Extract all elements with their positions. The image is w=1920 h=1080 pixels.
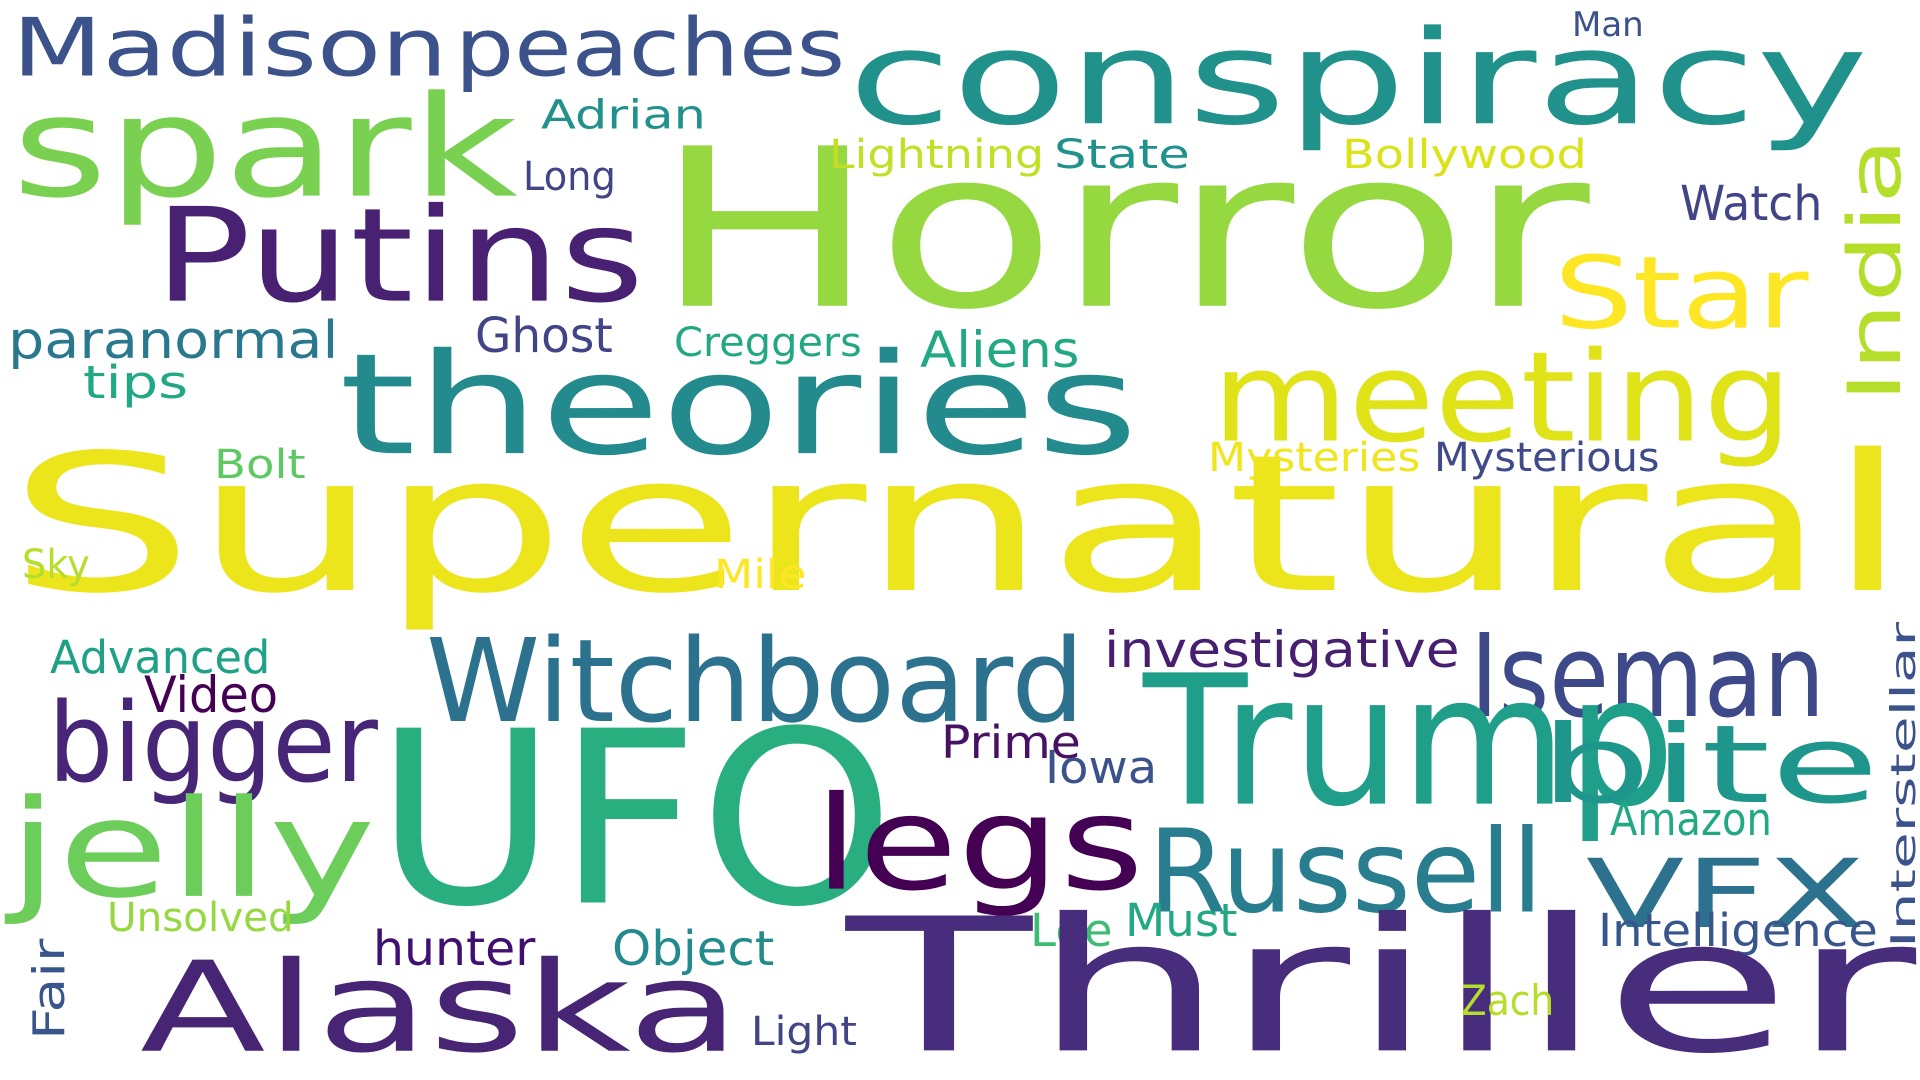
word-amazon: Amazon (1610, 793, 1772, 846)
word-object: Object (612, 921, 775, 977)
word-fair: Fair (24, 938, 75, 1040)
word-madison: Madison (12, 0, 448, 95)
word-man: Man (1572, 5, 1644, 45)
word-creggers: Creggers (674, 320, 862, 366)
word-bolt: Bolt (214, 442, 306, 488)
word-video: Video (144, 666, 279, 724)
word-trump: Trump (1143, 636, 1676, 847)
word-bigger: bigger (48, 679, 378, 807)
word-legs: legs (814, 768, 1144, 921)
word-tips: tips (83, 356, 189, 409)
word-conspiracy: conspiracy (848, 3, 1869, 155)
word-zach: Zach (1461, 976, 1555, 1025)
word-vfx: VFX (1586, 840, 1866, 950)
word-mysterious: Mysterious (1434, 435, 1660, 481)
word-mile: Mile (714, 552, 807, 598)
word-state: State (1054, 132, 1190, 178)
word-mysteries: Mysteries (1208, 435, 1421, 481)
word-unsolved: Unsolved (107, 895, 294, 941)
word-lightning: Lightning (829, 132, 1045, 178)
word-long: Long (523, 154, 616, 200)
word-hunter: hunter (373, 921, 536, 977)
word-bollywood: Bollywood (1342, 132, 1587, 178)
word-meeting: meeting (1212, 324, 1793, 471)
word-horror: Horror (654, 101, 1590, 358)
word-investigative: investigative (1104, 621, 1460, 679)
word-ghost: Ghost (475, 308, 613, 364)
word-supernatural: Supernatural (8, 414, 1909, 636)
word-ufo: UFO (375, 679, 895, 960)
word-watch: Watch (1680, 176, 1823, 232)
word-theories: theories (339, 322, 1139, 487)
word-peaches: peaches (455, 0, 846, 95)
word-putins: Putins (154, 180, 645, 333)
word-spark: spark (12, 66, 518, 230)
word-paranormal: paranormal (8, 311, 339, 371)
word-thriller: Thriller (846, 879, 1917, 1080)
word-prime: Prime (941, 716, 1081, 769)
word-iseman: Iseman (1470, 610, 1825, 744)
word-russell: Russell (1148, 805, 1544, 940)
word-aliens: Aliens (920, 321, 1080, 379)
word-lee: Lee (1030, 904, 1113, 957)
word-india: India (1832, 137, 1918, 403)
word-intelligence: Intelligence (1598, 904, 1878, 957)
word-sky: Sky (22, 542, 90, 588)
word-must: Must (1125, 894, 1238, 947)
word-bite: bite (1539, 703, 1880, 828)
word-iowa: Iowa (1045, 741, 1158, 794)
word-jelly: jelly (8, 771, 376, 929)
word-light: Light (751, 1009, 857, 1055)
word-star: Star (1554, 234, 1809, 352)
word-witchboard: Witchboard (426, 615, 1085, 749)
word-adrian: Adrian (541, 91, 706, 138)
word-advanced: Advanced (50, 631, 271, 684)
word-alaska: Alaska (140, 934, 741, 1080)
